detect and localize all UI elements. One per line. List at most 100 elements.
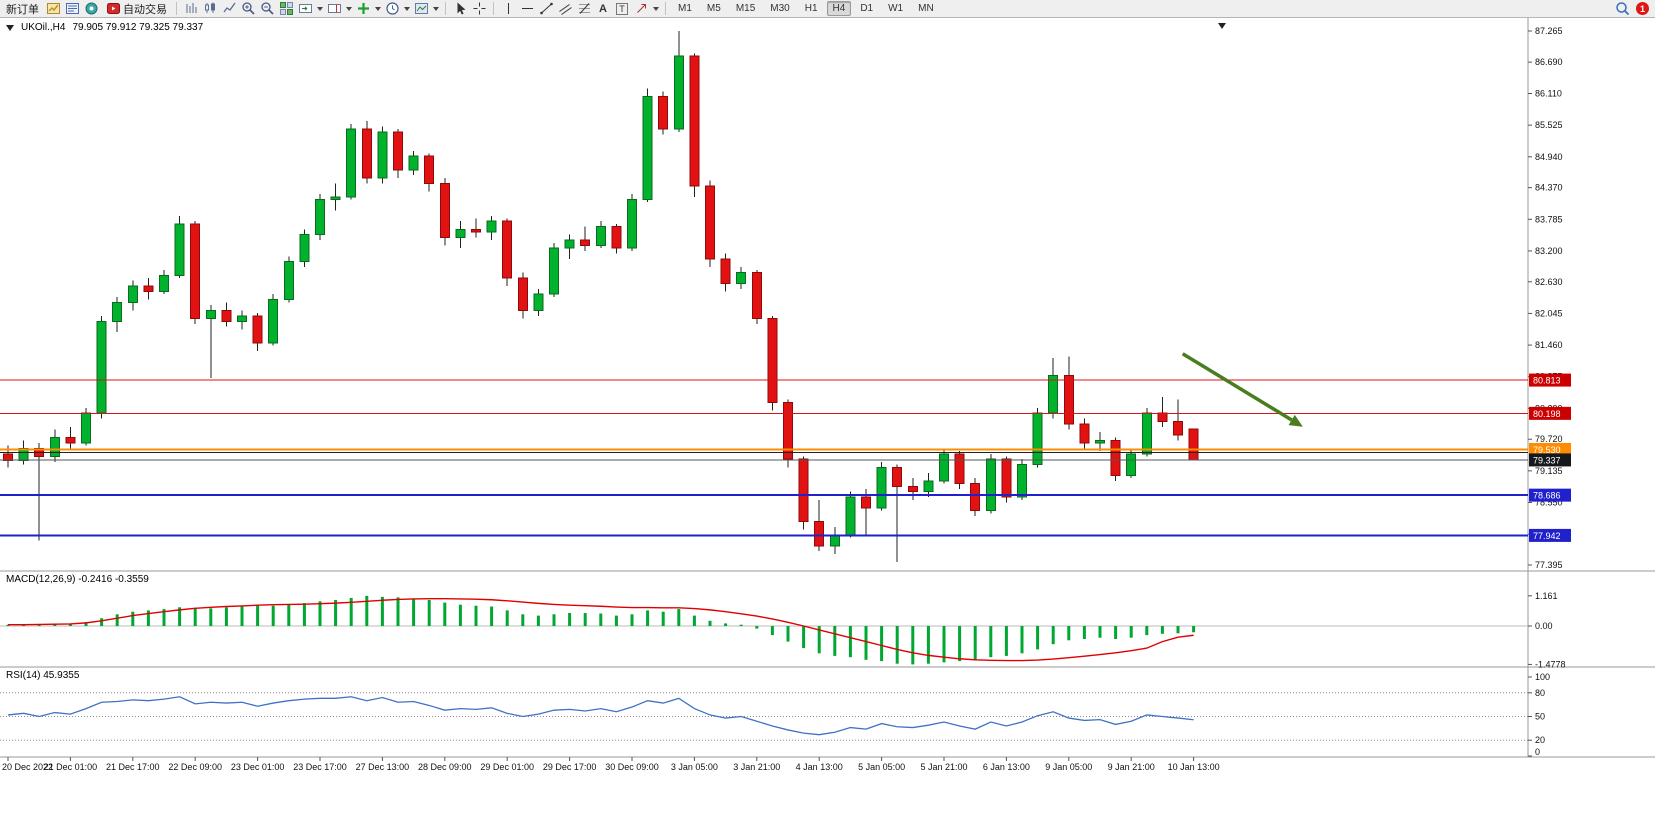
svg-text:100: 100 <box>1535 672 1550 682</box>
timeframe-button-m30[interactable]: M30 <box>770 3 790 14</box>
svg-text:83.785: 83.785 <box>1535 214 1563 224</box>
svg-text:0.00: 0.00 <box>1535 621 1553 631</box>
svg-text:80: 80 <box>1535 688 1545 698</box>
cursor-icon[interactable] <box>452 1 468 17</box>
svg-text:81.460: 81.460 <box>1535 340 1563 350</box>
rsi-panel <box>0 692 1528 741</box>
svg-text:79.337: 79.337 <box>1533 455 1561 465</box>
svg-text:20: 20 <box>1535 735 1545 745</box>
templates-caret[interactable] <box>433 6 439 11</box>
svg-text:23 Dec 17:00: 23 Dec 17:00 <box>293 762 347 772</box>
svg-text:9 Jan 05:00: 9 Jan 05:00 <box>1045 762 1092 772</box>
chart-shift-icon[interactable] <box>326 1 342 17</box>
timeframe-button-w1[interactable]: W1 <box>888 3 904 14</box>
svg-text:22 Dec 09:00: 22 Dec 09:00 <box>168 762 222 772</box>
macd-panel <box>0 595 1528 665</box>
templates-icon[interactable] <box>413 1 429 17</box>
svg-text:87.265: 87.265 <box>1535 26 1563 36</box>
crosshair-icon[interactable] <box>471 1 487 17</box>
navigator-icon[interactable] <box>83 1 99 17</box>
svg-text:79.720: 79.720 <box>1535 434 1563 444</box>
svg-text:77.942: 77.942 <box>1533 531 1561 541</box>
autotrading-button[interactable]: 自动交易 <box>102 1 170 17</box>
svg-text:86.690: 86.690 <box>1535 57 1563 67</box>
svg-text:83.200: 83.200 <box>1535 246 1563 256</box>
svg-text:84.940: 84.940 <box>1535 152 1563 162</box>
fibonacci-icon[interactable] <box>576 1 592 17</box>
candlestick-chart-icon[interactable] <box>202 1 218 17</box>
timeframe-button-m15[interactable]: M15 <box>735 3 756 14</box>
svg-text:79.530: 79.530 <box>1533 445 1561 455</box>
arrows-caret[interactable] <box>653 6 659 11</box>
svg-text:78.550: 78.550 <box>1535 498 1563 508</box>
text-icon[interactable]: A <box>599 2 607 15</box>
svg-text:1.161: 1.161 <box>1535 591 1558 601</box>
toolbar-separator <box>665 2 666 15</box>
candlestick-series <box>3 31 1199 563</box>
timeframe-button-d1[interactable]: D1 <box>860 3 874 14</box>
horizontal-price-lines[interactable] <box>0 379 1528 537</box>
indicators-icon[interactable] <box>355 1 371 17</box>
auto-scroll-caret[interactable] <box>317 6 323 11</box>
svg-text:84.370: 84.370 <box>1535 183 1563 193</box>
equidistant-channel-icon[interactable] <box>557 1 573 17</box>
svg-text:82.045: 82.045 <box>1535 308 1563 318</box>
svg-text:3 Jan 05:00: 3 Jan 05:00 <box>671 762 718 772</box>
zoom-out-icon[interactable] <box>259 1 275 17</box>
data-window-icon[interactable] <box>64 1 80 17</box>
market-watch-icon[interactable] <box>45 1 61 17</box>
svg-text:50: 50 <box>1535 712 1545 722</box>
chart-shift-marker <box>1218 23 1226 29</box>
timeframe-button-h4[interactable]: H4 <box>826 1 852 16</box>
toolbar-separator <box>445 2 446 15</box>
arrows-icon[interactable] <box>633 1 649 17</box>
periods-icon[interactable] <box>384 1 400 17</box>
svg-text:20 Dec 2022: 20 Dec 2022 <box>2 762 53 772</box>
svg-text:77.395: 77.395 <box>1535 560 1563 570</box>
toolbar-right-group: 1 <box>1615 1 1652 17</box>
vertical-line-icon[interactable] <box>500 1 516 17</box>
svg-text:5 Jan 21:00: 5 Jan 21:00 <box>920 762 967 772</box>
timeframe-button-h1[interactable]: H1 <box>804 3 818 14</box>
svg-text:4 Jan 13:00: 4 Jan 13:00 <box>796 762 843 772</box>
auto-scroll-icon[interactable] <box>297 1 313 17</box>
text-label-icon[interactable]: T <box>614 1 630 17</box>
zoom-in-icon[interactable] <box>240 1 256 17</box>
svg-text:0: 0 <box>1535 747 1540 757</box>
svg-text:21 Dec 17:00: 21 Dec 17:00 <box>106 762 160 772</box>
autotrading-icon <box>105 1 121 17</box>
tile-windows-icon[interactable] <box>278 1 294 17</box>
trendline-icon[interactable] <box>538 1 554 17</box>
svg-text:-1.4778: -1.4778 <box>1535 659 1566 669</box>
timeframe-button-m1[interactable]: M1 <box>678 3 692 14</box>
svg-text:80.198: 80.198 <box>1533 409 1561 419</box>
new-order-button[interactable]: 新订单 <box>6 3 39 16</box>
svg-text:21 Dec 01:00: 21 Dec 01:00 <box>44 762 98 772</box>
notification-badge[interactable]: 1 <box>1636 2 1649 15</box>
one-click-trading-icon[interactable] <box>6 24 14 31</box>
svg-text:85.525: 85.525 <box>1535 120 1563 130</box>
svg-text:78.686: 78.686 <box>1533 491 1561 501</box>
indicators-caret[interactable] <box>375 6 381 11</box>
chart-symbol-period: UKOil.,H4 <box>21 22 66 33</box>
chart-shift-caret[interactable] <box>346 6 352 11</box>
svg-text:29 Dec 17:00: 29 Dec 17:00 <box>543 762 597 772</box>
search-icon[interactable] <box>1615 1 1631 17</box>
line-chart-icon[interactable] <box>221 1 237 17</box>
svg-text:80.813: 80.813 <box>1533 376 1561 386</box>
timeframe-button-mn[interactable]: MN <box>918 3 934 14</box>
timeframe-button-m5[interactable]: M5 <box>706 3 721 14</box>
horizontal-line-icon[interactable] <box>519 1 535 17</box>
svg-text:30 Dec 09:00: 30 Dec 09:00 <box>605 762 659 772</box>
periods-caret[interactable] <box>404 6 410 11</box>
svg-text:82.630: 82.630 <box>1535 277 1563 287</box>
price-axis[interactable]: 87.265 86.690 86.110 85.525 84.940 84.370 83.7… <box>1528 26 1566 757</box>
macd-indicator-label: MACD(12,26,9) -0.2416 -0.3559 <box>6 574 149 585</box>
trend-arrow-annotation[interactable] <box>1181 352 1303 427</box>
panel-separators <box>0 18 1655 758</box>
bar-chart-icon[interactable] <box>183 1 199 17</box>
svg-text:27 Dec 13:00: 27 Dec 13:00 <box>356 762 410 772</box>
svg-text:6 Jan 13:00: 6 Jan 13:00 <box>983 762 1030 772</box>
